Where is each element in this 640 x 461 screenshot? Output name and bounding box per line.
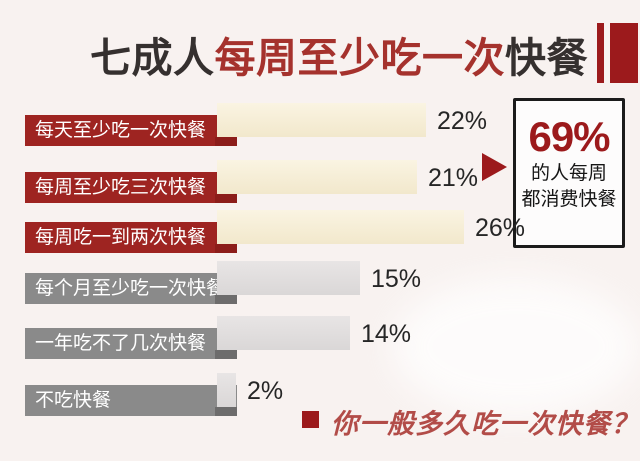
category-label: 每个月至少吃一次快餐	[25, 273, 237, 304]
category-label-text: 每天至少吃一次快餐	[35, 120, 207, 141]
title-segment: 七成人	[90, 35, 215, 81]
category-label-text: 不吃快餐	[35, 390, 112, 411]
question-text: 你一般多久吃一次快餐？	[331, 409, 639, 439]
category-label-text: 每周至少吃三次快餐	[35, 177, 207, 198]
category-label: 一年吃不了几次快餐	[25, 328, 237, 359]
question-caption: 你一般多久吃一次快餐？	[302, 402, 639, 441]
square-bullet-icon	[302, 411, 319, 428]
category-label-text: 每周吃一到两次快餐	[35, 227, 207, 248]
chart-row: 每周至少吃三次快餐 21%	[0, 160, 640, 206]
label-fold-shadow	[215, 194, 237, 203]
page-title: 七成人每周至少吃一次快餐	[90, 24, 588, 84]
label-fold-shadow	[215, 137, 237, 146]
category-label-text: 一年吃不了几次快餐	[35, 333, 207, 354]
value-label: 26%	[475, 214, 526, 242]
value-bar	[217, 373, 236, 407]
chart-row: 每周吃一到两次快餐 26%	[0, 210, 640, 256]
watermark-blob	[392, 278, 640, 416]
label-fold-shadow	[215, 407, 237, 416]
value-bar	[217, 316, 350, 350]
category-label: 每周至少吃三次快餐	[25, 172, 237, 203]
title-segment-emphasis: 每周至少吃一次	[214, 35, 505, 81]
value-bar	[217, 261, 360, 295]
chart-row: 不吃快餐 2%	[0, 373, 640, 419]
value-label: 2%	[247, 377, 284, 405]
value-label: 14%	[361, 320, 412, 348]
value-bar	[217, 210, 464, 244]
value-label: 22%	[437, 107, 488, 135]
category-label: 不吃快餐	[25, 385, 237, 416]
value-bar	[217, 103, 426, 137]
value-label: 21%	[428, 164, 479, 192]
label-fold-shadow	[215, 350, 237, 359]
chart-row: 每个月至少吃一次快餐 15%	[0, 261, 640, 307]
value-label: 15%	[371, 265, 422, 293]
category-label: 每天至少吃一次快餐	[25, 115, 237, 146]
title-flag-bar-icon	[597, 23, 604, 83]
callout-percentage: 69%	[528, 113, 610, 160]
value-bar	[217, 160, 417, 194]
arrow-right-icon	[482, 153, 507, 181]
title-segment: 快餐	[505, 35, 588, 81]
title-flag-block-icon	[610, 23, 638, 83]
category-label: 每周吃一到两次快餐	[25, 222, 237, 253]
chart-row: 一年吃不了几次快餐 14%	[0, 316, 640, 362]
summary-callout: 69% 的人每周 都消费快餐	[513, 98, 625, 248]
label-fold-shadow	[215, 244, 237, 253]
category-label-text: 每个月至少吃一次快餐	[35, 278, 226, 299]
chart-row: 每天至少吃一次快餐 22%	[0, 103, 640, 149]
callout-caption-line1: 的人每周	[530, 163, 607, 184]
callout-caption-line2: 都消费快餐	[521, 189, 617, 210]
label-fold-shadow	[215, 295, 237, 304]
